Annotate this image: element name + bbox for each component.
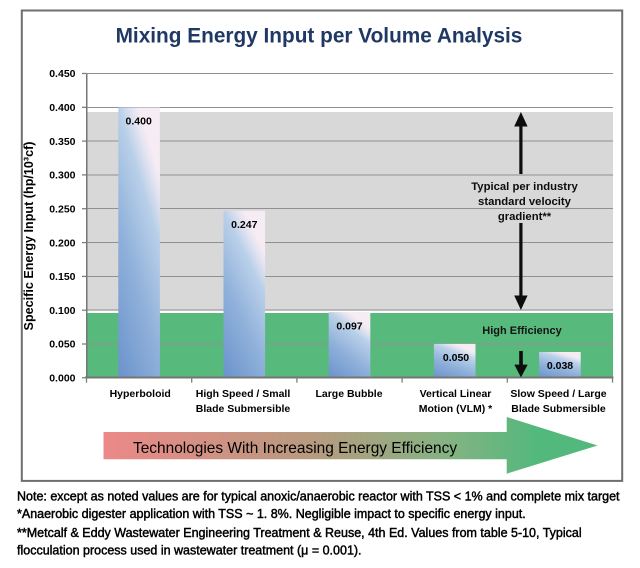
svg-text:High Speed / Small: High Speed / Small: [196, 388, 291, 400]
svg-text:*Anaerobic digester applicatio: *Anaerobic digester application with TSS…: [17, 507, 526, 521]
svg-text:Blade Submersible: Blade Submersible: [511, 403, 606, 415]
svg-text:0.050: 0.050: [443, 352, 469, 364]
svg-text:0.400: 0.400: [126, 116, 152, 128]
svg-text:Note: except as noted values a: Note: except as noted values are for typ…: [17, 490, 620, 504]
svg-text:0.000: 0.000: [49, 372, 75, 384]
svg-text:0.050: 0.050: [49, 339, 75, 351]
svg-text:0.038: 0.038: [547, 360, 573, 372]
svg-text:0.250: 0.250: [49, 203, 75, 215]
svg-text:standard velocity: standard velocity: [478, 196, 572, 208]
svg-text:Motion (VLM) *: Motion (VLM) *: [419, 403, 493, 415]
svg-text:**Metcalf & Eddy Wastewater En: **Metcalf & Eddy Wastewater Engineering …: [17, 526, 582, 540]
svg-text:gradient**: gradient**: [498, 211, 552, 223]
svg-text:High Efficiency: High Efficiency: [482, 325, 562, 337]
svg-text:Typical per industry: Typical per industry: [471, 181, 578, 193]
svg-text:Mixing Energy Input per Volume: Mixing Energy Input per Volume Analysis: [116, 25, 523, 48]
svg-text:Vertical Linear: Vertical Linear: [420, 388, 492, 400]
svg-text:0.450: 0.450: [49, 68, 75, 80]
svg-text:0.300: 0.300: [49, 170, 75, 182]
svg-text:0.350: 0.350: [49, 136, 75, 148]
svg-text:0.097: 0.097: [336, 320, 362, 332]
svg-text:Slow Speed / Large: Slow Speed / Large: [510, 388, 606, 400]
svg-text:Technologies With Increasing E: Technologies With Increasing Energy Effi…: [133, 440, 457, 457]
svg-text:0.150: 0.150: [49, 271, 75, 283]
svg-text:0.200: 0.200: [49, 237, 75, 249]
svg-text:Large Bubble: Large Bubble: [315, 388, 382, 400]
svg-text:0.100: 0.100: [49, 305, 75, 317]
svg-text:Specific Energy Input (hp/10³c: Specific Energy Input (hp/10³cf): [22, 142, 36, 331]
svg-text:Hyperboloid: Hyperboloid: [110, 388, 171, 400]
svg-text:0.247: 0.247: [231, 219, 257, 231]
svg-text:Blade Submersible: Blade Submersible: [196, 403, 291, 415]
svg-text:flocculation process used in w: flocculation process used in wastewater …: [17, 544, 362, 558]
svg-text:0.400: 0.400: [49, 102, 75, 114]
